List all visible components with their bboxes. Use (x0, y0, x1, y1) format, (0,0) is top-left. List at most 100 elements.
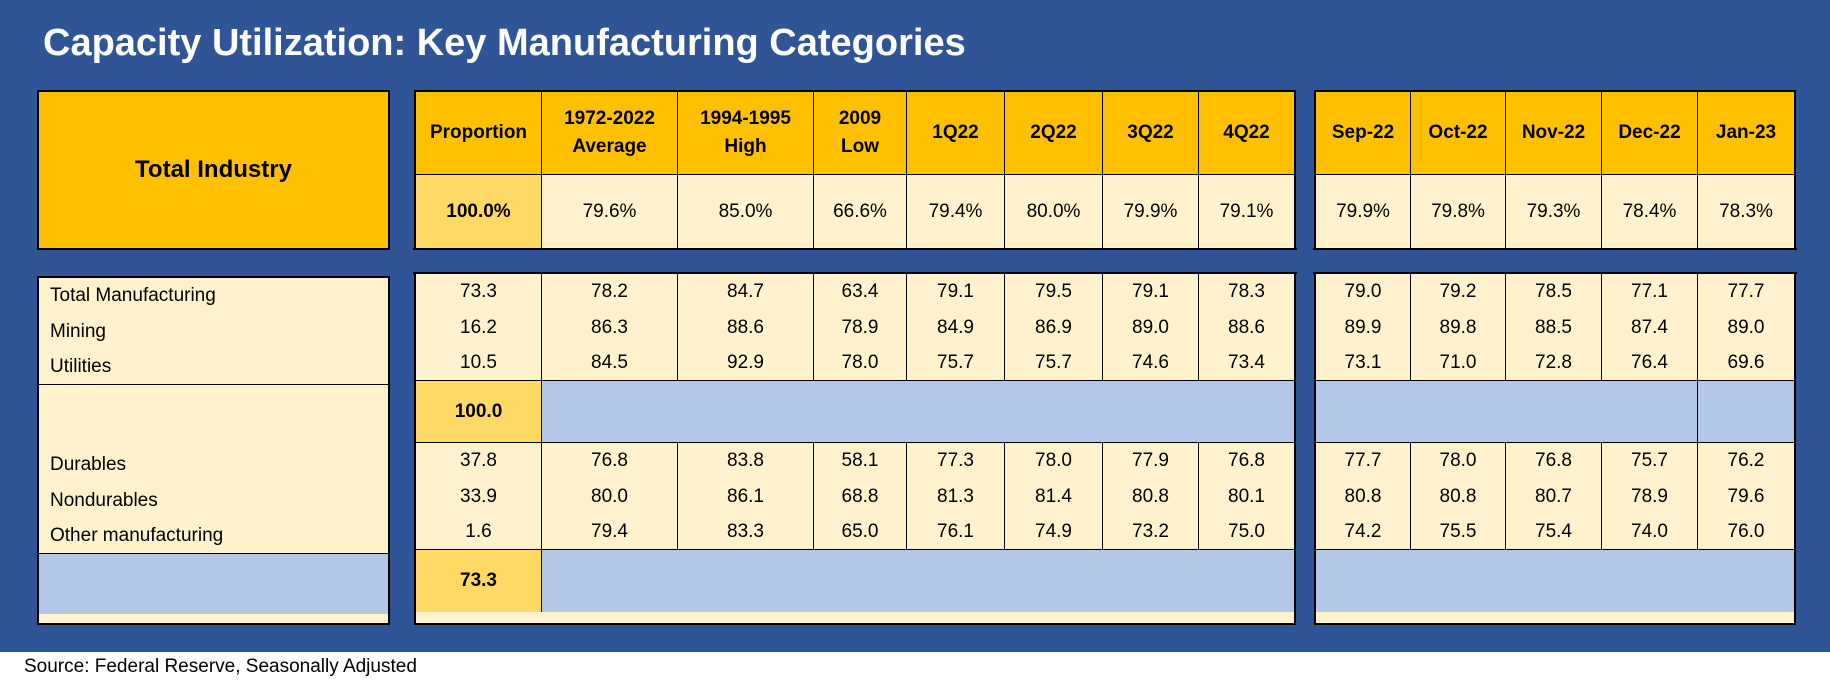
total-industry-value: 100.0% (416, 175, 542, 248)
blank-band (542, 381, 1294, 443)
data-cell: 81.4 (1005, 479, 1103, 515)
data-cell: 73.2 (1103, 515, 1199, 550)
data-cell: 76.2 (1727, 450, 1765, 471)
group1-label-block: Total Manufacturing Mining Utilities Durabl… (37, 276, 390, 625)
data-cell: 10.5 (416, 346, 542, 381)
column-header-2q22: 2Q22 (1005, 92, 1103, 175)
row-label: Total Manufacturing (50, 285, 216, 306)
blank-band (1698, 381, 1794, 443)
data-cell: 76.8 (542, 443, 678, 479)
chart-title: Capacity Utilization: Key Manufacturing … (43, 22, 966, 64)
data-cell: 74.9 (1005, 515, 1103, 550)
data-cell: 77.1 (1602, 274, 1698, 310)
total-industry-label: Total Industry (39, 92, 388, 248)
data-cell: 80.8 (1316, 479, 1411, 515)
data-cell: 89.8 (1411, 310, 1506, 346)
data-cell: 75.0 (1199, 515, 1294, 550)
total-industry-value: 66.6% (814, 175, 907, 248)
historical-quarterly-block: Proportion 100.0% 73.3 16.2 10.5 37.8 33.9 1.6 1… (413, 90, 1297, 625)
data-cell: 88.6 (1228, 317, 1265, 338)
data-cell: 84.9 (907, 310, 1005, 346)
data-cell: 16.2 (416, 310, 542, 346)
data-cell: 76.4 (1602, 346, 1698, 381)
column-header-4q22: 4Q22 (1199, 92, 1294, 175)
data-cell: 1.6 (416, 515, 542, 550)
data-cell: 78.9 (814, 310, 907, 346)
data-cell: 71.0 (1411, 346, 1506, 381)
data-cell: 78.5 (1506, 274, 1602, 310)
data-cell: 88.6 (678, 310, 814, 346)
data-cell: 75.7 (1602, 443, 1698, 479)
data-cell: 75.4 (1506, 515, 1602, 550)
total-industry-value: 79.1% (1219, 200, 1274, 222)
data-cell: 75.7 (1005, 346, 1103, 381)
data-cell: 76.8 (1228, 450, 1265, 471)
data-cell: 58.1 (814, 443, 907, 479)
data-cell: 77.9 (1103, 443, 1199, 479)
data-cell: 79.6 (1727, 486, 1765, 507)
data-cell: 86.1 (678, 479, 814, 515)
monthly-block: Sep-22 79.9% 79.0 89.9 73.1 77.7 80.8 74.2 Oct-2… (1313, 90, 1797, 625)
data-cell: 69.6 (1698, 346, 1794, 381)
data-cell: 80.1 (1228, 486, 1265, 507)
data-cell: 74.2 (1316, 515, 1411, 550)
data-cell: 74.0 (1602, 515, 1698, 550)
total-industry-value: 79.9% (1103, 175, 1199, 248)
data-cell: 73.1 (1316, 346, 1411, 381)
data-cell: 89.0 (1103, 310, 1199, 346)
total-industry-value: 79.3% (1506, 175, 1602, 248)
data-cell: 63.4 (814, 274, 907, 310)
block-gap (1313, 248, 1797, 274)
data-cell: 92.9 (678, 346, 814, 381)
data-cell: 89.0 (1727, 317, 1765, 338)
data-cell: 78.9 (1602, 479, 1698, 515)
total-industry-value: 79.8% (1411, 175, 1506, 248)
data-cell: 79.5 (1005, 274, 1103, 310)
proportion-sum-group2: 73.3 (416, 550, 542, 612)
data-cell: 73.3 (416, 274, 542, 310)
column-header-jan-23: Jan-23 (1698, 92, 1794, 175)
blank-band (1316, 550, 1794, 612)
data-cell: 81.3 (907, 479, 1005, 515)
data-cell: 75.7 (907, 346, 1005, 381)
column-header-nov-22: Nov-22 (1506, 92, 1602, 175)
data-cell: 76.8 (1506, 443, 1602, 479)
column-header-proportion: Proportion (416, 92, 542, 175)
total-industry-value: 79.9% (1316, 175, 1411, 248)
data-cell: 76.1 (907, 515, 1005, 550)
column-header-3q22: 3Q22 (1103, 92, 1199, 175)
data-cell: 80.7 (1506, 479, 1602, 515)
data-cell: 78.0 (814, 346, 907, 381)
column-header-2009-low: 2009 Low (814, 92, 907, 175)
data-cell: 83.8 (678, 443, 814, 479)
total-industry-value: 79.4% (907, 175, 1005, 248)
data-cell: 37.8 (416, 443, 542, 479)
column-header-dec-22: Dec-22 (1602, 92, 1698, 175)
data-cell: 89.9 (1316, 310, 1411, 346)
data-cell: 78.0 (1411, 443, 1506, 479)
blank-band (1316, 381, 1698, 443)
row-label: Utilities (39, 350, 388, 385)
data-cell: 79.1 (1103, 274, 1199, 310)
proportion-sum-group1: 100.0 (416, 381, 542, 443)
column-header-1994-1995-high: 1994-1995 High (678, 92, 814, 175)
data-cell: 78.2 (542, 274, 678, 310)
column-header-oct-22: Oct-22 (1411, 92, 1506, 175)
data-cell: 84.5 (542, 346, 678, 381)
column-header-1972-2022-average: 1972-2022 Average (542, 92, 678, 175)
data-cell: 77.7 (1316, 443, 1411, 479)
data-cell: 77.7 (1727, 281, 1765, 302)
row-label: Durables (50, 454, 127, 475)
total-industry-value: 80.0% (1005, 175, 1103, 248)
data-cell: 33.9 (416, 479, 542, 515)
data-cell: 87.4 (1602, 310, 1698, 346)
total-industry-value: 79.6% (542, 175, 678, 248)
data-cell: 79.4 (542, 515, 678, 550)
total-industry-value: 78.4% (1602, 175, 1698, 248)
data-cell: 86.9 (1005, 310, 1103, 346)
data-cell: 78.3 (1228, 281, 1265, 302)
data-cell: 79.2 (1411, 274, 1506, 310)
blank-band (542, 550, 1294, 612)
row-label: Mining (50, 321, 106, 342)
data-cell: 80.8 (1411, 479, 1506, 515)
